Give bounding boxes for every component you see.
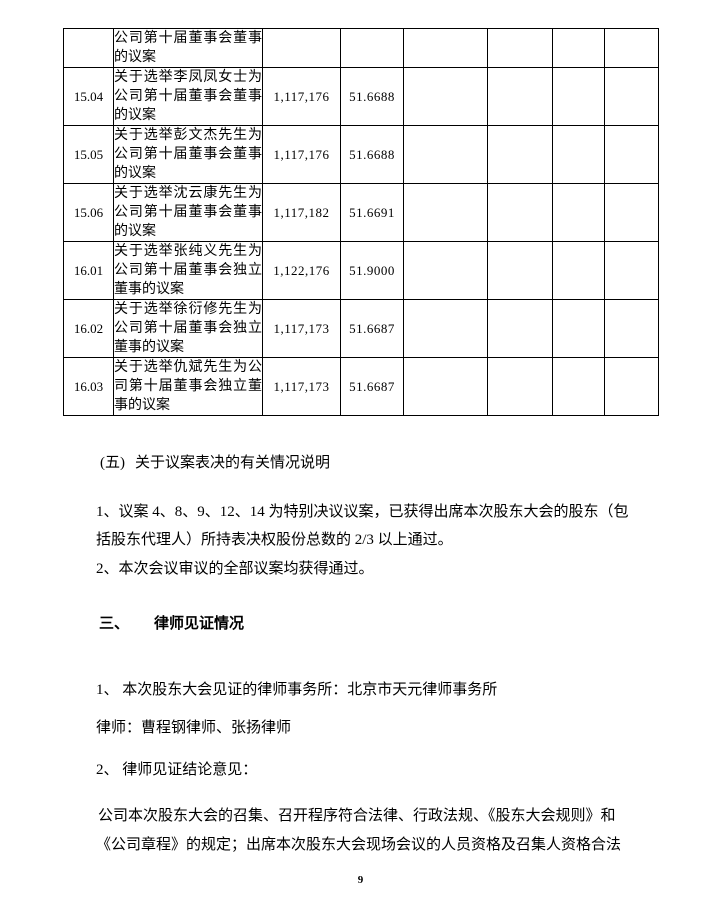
vote-percentage-cell: 51.6688 bbox=[340, 67, 404, 126]
empty-cell bbox=[552, 241, 605, 300]
empty-cell bbox=[552, 28, 605, 68]
table-row: 15.06 关于选举沈云康先生为公司第十届董事会董事的议案 1,117,182 … bbox=[63, 183, 659, 242]
proposal-title-cell: 公司第十届董事会董事的议案 bbox=[113, 28, 263, 68]
proposal-title-cell: 关于选举彭文杰先生为公司第十届董事会董事的议案 bbox=[113, 125, 263, 184]
vote-count-cell: 1,117,176 bbox=[262, 67, 341, 126]
vote-count-cell: 1,122,176 bbox=[262, 241, 341, 300]
vote-percentage-cell: 51.6688 bbox=[340, 125, 404, 184]
empty-cell bbox=[403, 357, 488, 416]
vote-count-cell: 1,117,173 bbox=[262, 357, 341, 416]
section-3-heading: 三、 律师见证情况 bbox=[99, 615, 244, 633]
voting-note-2: 2、本次会议审议的全部议案均获得通过。 bbox=[96, 561, 374, 577]
voting-note-1-line-2: 括股东代理人）所持表决权股份总数的 2/3 以上通过。 bbox=[96, 532, 453, 548]
empty-cell bbox=[403, 125, 488, 184]
proposal-number-cell: 16.03 bbox=[63, 357, 114, 416]
lawyer-firm-line: 1、 本次股东大会见证的律师事务所：北京市天元律师事务所 bbox=[96, 682, 498, 698]
vote-percentage-cell: 51.6691 bbox=[340, 183, 404, 242]
proposal-number-cell: 15.05 bbox=[63, 125, 114, 184]
vote-count-cell: 1,117,173 bbox=[262, 299, 341, 358]
proposal-number-cell: 16.01 bbox=[63, 241, 114, 300]
proposal-number-cell bbox=[63, 28, 114, 68]
empty-cell bbox=[604, 357, 659, 416]
empty-cell bbox=[403, 299, 488, 358]
empty-cell bbox=[552, 357, 605, 416]
empty-cell bbox=[487, 183, 553, 242]
proposal-title-cell: 关于选举张纯义先生为公司第十届董事会独立董事的议案 bbox=[113, 241, 263, 300]
vote-percentage-cell bbox=[340, 28, 404, 68]
proposal-number-cell: 15.04 bbox=[63, 67, 114, 126]
voting-results-table: 公司第十届董事会董事的议案 15.04 关于选举李凤凤女士为公司第十届董事会董事… bbox=[63, 28, 659, 416]
empty-cell bbox=[604, 28, 659, 68]
empty-cell bbox=[604, 125, 659, 184]
page-number: 9 bbox=[357, 874, 364, 886]
empty-cell bbox=[552, 183, 605, 242]
proposal-title-cell: 关于选举沈云康先生为公司第十届董事会董事的议案 bbox=[113, 183, 263, 242]
table-row: 16.03 关于选举仇斌先生为公司第十届董事会独立董事的议案 1,117,173… bbox=[63, 357, 659, 416]
empty-cell bbox=[552, 67, 605, 126]
section-5-heading: (五) 关于议案表决的有关情况说明 bbox=[100, 454, 330, 472]
vote-count-cell: 1,117,176 bbox=[262, 125, 341, 184]
section-3-label: 三、 bbox=[99, 616, 130, 632]
table-row: 公司第十届董事会董事的议案 bbox=[63, 28, 659, 68]
voting-note-1-line-1: 1、议案 4、8、9、12、14 为特别决议议案，已获得出席本次股东大会的股东（… bbox=[96, 504, 629, 520]
section-5-title: 关于议案表决的有关情况说明 bbox=[135, 455, 331, 471]
table-row: 16.01 关于选举张纯义先生为公司第十届董事会独立董事的议案 1,122,17… bbox=[63, 241, 659, 300]
section-5-label: (五) bbox=[100, 455, 125, 471]
empty-cell bbox=[403, 241, 488, 300]
empty-cell bbox=[487, 241, 553, 300]
empty-cell bbox=[487, 299, 553, 358]
table-row: 16.02 关于选举徐衍修先生为公司第十届董事会独立董事的议案 1,117,17… bbox=[63, 299, 659, 358]
proposal-number-cell: 16.02 bbox=[63, 299, 114, 358]
vote-count-cell bbox=[262, 28, 341, 68]
empty-cell bbox=[403, 67, 488, 126]
empty-cell bbox=[403, 28, 488, 68]
empty-cell bbox=[604, 299, 659, 358]
proposal-title-cell: 关于选举仇斌先生为公司第十届董事会独立董事的议案 bbox=[113, 357, 263, 416]
section-3-title: 律师见证情况 bbox=[154, 616, 245, 632]
vote-count-cell: 1,117,182 bbox=[262, 183, 341, 242]
empty-cell bbox=[604, 67, 659, 126]
vote-percentage-cell: 51.6687 bbox=[340, 299, 404, 358]
lawyer-opinion-line-2: 《公司章程》的规定；出席本次股东大会现场会议的人员资格及召集人资格合法 bbox=[96, 837, 622, 853]
empty-cell bbox=[487, 125, 553, 184]
empty-cell bbox=[604, 183, 659, 242]
proposal-number-cell: 15.06 bbox=[63, 183, 114, 242]
proposal-title-cell: 关于选举徐衍修先生为公司第十届董事会独立董事的议案 bbox=[113, 299, 263, 358]
empty-cell bbox=[552, 125, 605, 184]
lawyer-names-line: 律师：曹程钢律师、张扬律师 bbox=[96, 720, 292, 736]
lawyer-opinion-line-1: 公司本次股东大会的召集、召开程序符合法律、行政法规、《股东大会规则》和 bbox=[98, 808, 616, 824]
table-row: 15.04 关于选举李凤凤女士为公司第十届董事会董事的议案 1,117,176 … bbox=[63, 67, 659, 126]
empty-cell bbox=[487, 67, 553, 126]
proposal-title-cell: 关于选举李凤凤女士为公司第十届董事会董事的议案 bbox=[113, 67, 263, 126]
lawyer-opinion-heading: 2、 律师见证结论意见： bbox=[96, 762, 258, 778]
empty-cell bbox=[487, 357, 553, 416]
vote-percentage-cell: 51.9000 bbox=[340, 241, 404, 300]
empty-cell bbox=[403, 183, 488, 242]
empty-cell bbox=[552, 299, 605, 358]
vote-percentage-cell: 51.6687 bbox=[340, 357, 404, 416]
empty-cell bbox=[604, 241, 659, 300]
table-row: 15.05 关于选举彭文杰先生为公司第十届董事会董事的议案 1,117,176 … bbox=[63, 125, 659, 184]
empty-cell bbox=[487, 28, 553, 68]
